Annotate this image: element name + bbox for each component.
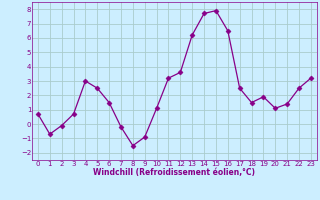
X-axis label: Windchill (Refroidissement éolien,°C): Windchill (Refroidissement éolien,°C) (93, 168, 255, 177)
